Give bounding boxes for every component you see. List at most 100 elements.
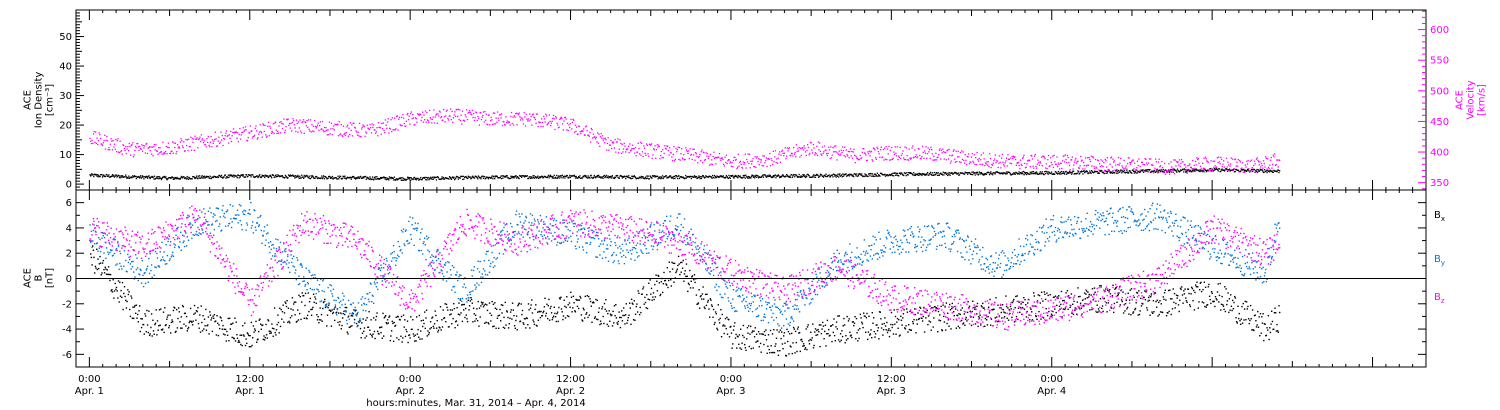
data-point <box>270 127 272 129</box>
data-point <box>494 112 496 114</box>
data-point <box>552 114 555 117</box>
data-point <box>228 134 230 136</box>
data-point <box>227 134 229 137</box>
data-point <box>138 175 140 178</box>
data-point <box>763 343 765 346</box>
data-point <box>382 177 384 179</box>
data-point <box>718 322 721 324</box>
data-point <box>365 335 368 337</box>
data-point <box>416 121 418 123</box>
data-point <box>867 175 869 177</box>
data-point <box>826 175 828 177</box>
data-point <box>734 174 736 177</box>
data-point <box>143 333 145 335</box>
data-point <box>945 151 947 154</box>
data-point <box>415 118 417 120</box>
data-point <box>295 119 298 121</box>
data-point <box>341 134 343 137</box>
data-point <box>1030 173 1032 175</box>
data-point <box>819 175 821 177</box>
data-point <box>652 296 654 298</box>
data-point <box>851 336 853 339</box>
data-point <box>185 178 188 180</box>
data-point <box>983 158 985 160</box>
data-point <box>118 151 120 153</box>
data-point <box>489 312 491 314</box>
data-point <box>578 176 580 179</box>
data-point <box>414 124 416 126</box>
data-point <box>854 154 856 156</box>
data-point <box>1230 169 1232 171</box>
data-point <box>465 314 467 316</box>
data-point <box>1122 168 1125 170</box>
data-point <box>138 310 140 312</box>
data-point <box>601 135 604 137</box>
data-point <box>1117 156 1120 159</box>
data-point <box>841 176 843 178</box>
data-point <box>170 150 172 152</box>
data-point <box>790 154 792 156</box>
data-point <box>1239 159 1241 162</box>
data-point <box>458 302 460 304</box>
data-point <box>330 122 333 125</box>
data-point <box>807 173 809 176</box>
data-point <box>889 329 891 332</box>
data-point <box>774 156 776 158</box>
data-point <box>896 172 899 175</box>
data-point <box>921 156 923 158</box>
data-point <box>1089 160 1092 163</box>
data-point <box>687 290 689 293</box>
data-point <box>275 329 278 331</box>
data-point <box>891 174 894 177</box>
data-point <box>386 323 388 325</box>
data-point <box>1170 168 1172 171</box>
data-point <box>442 178 444 180</box>
data-point <box>151 153 153 155</box>
data-point <box>173 177 175 179</box>
data-point <box>325 176 327 179</box>
data-point <box>754 156 756 158</box>
data-point <box>350 177 352 179</box>
data-point <box>1148 158 1150 160</box>
data-point <box>962 151 964 153</box>
data-point <box>1251 168 1253 171</box>
data-point <box>221 176 223 179</box>
data-point <box>243 335 245 337</box>
data-point <box>1010 308 1012 310</box>
data-point <box>955 150 957 152</box>
data-point <box>586 295 588 297</box>
data-point <box>307 119 310 121</box>
data-point <box>217 140 219 142</box>
data-point <box>704 159 706 161</box>
data-point <box>648 299 651 301</box>
data-point <box>618 148 620 150</box>
data-point <box>893 175 895 177</box>
data-point <box>168 325 171 327</box>
data-point <box>324 306 327 309</box>
data-point <box>351 315 354 317</box>
data-point <box>594 177 597 179</box>
data-point <box>457 313 460 315</box>
data-point <box>1215 167 1217 169</box>
data-point <box>155 177 158 179</box>
data-point <box>162 176 164 178</box>
data-point <box>497 117 499 119</box>
data-point <box>223 138 226 140</box>
data-point <box>566 296 568 298</box>
data-point <box>1115 168 1118 171</box>
data-point <box>192 141 194 143</box>
data-point <box>1220 169 1222 171</box>
data-point <box>1044 173 1046 175</box>
data-point <box>836 328 838 330</box>
data-point <box>898 155 900 157</box>
data-point <box>592 137 594 139</box>
data-point <box>821 174 823 176</box>
data-point <box>265 323 267 326</box>
data-point <box>389 128 391 130</box>
data-point <box>1168 171 1170 173</box>
data-point <box>513 325 516 327</box>
data-point <box>155 150 158 152</box>
data-point <box>577 299 579 301</box>
data-point <box>673 175 676 177</box>
data-point <box>254 127 256 129</box>
